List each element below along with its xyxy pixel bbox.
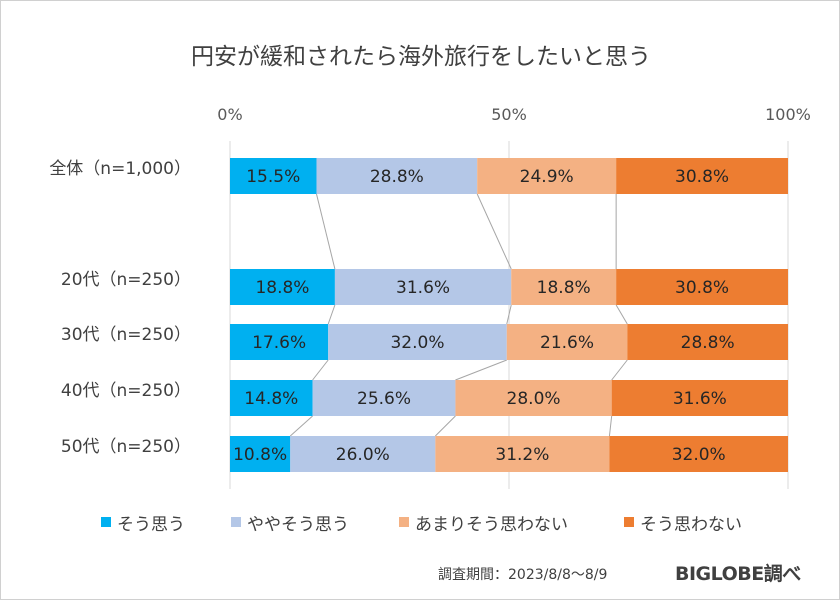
bars — [230, 158, 788, 472]
bar-segment — [616, 269, 788, 305]
legend-swatch — [624, 517, 634, 527]
data-label: 26.0% — [336, 445, 390, 465]
series-line — [615, 304, 628, 325]
data-label: 14.8% — [244, 389, 298, 409]
series-line — [327, 304, 336, 325]
x-tick-labels: 0% 50% 100% — [217, 105, 811, 124]
legend-item: そう思わない — [624, 510, 742, 535]
data-label: 28.8% — [370, 167, 424, 187]
category-label: 40代（n=250） — [61, 381, 191, 401]
series-line — [312, 359, 329, 381]
data-label: 21.6% — [540, 333, 594, 353]
legend-label: そう思う — [117, 514, 185, 535]
category-label: 全体（n=1,000） — [49, 159, 191, 179]
bar-segment — [627, 324, 788, 360]
data-label: 30.8% — [675, 167, 729, 187]
data-label: 30.8% — [675, 278, 729, 298]
series-line — [434, 415, 456, 437]
data-label: 31.2% — [495, 445, 549, 465]
legend-item: あまりそう思わない — [399, 510, 568, 535]
data-label: 28.8% — [681, 333, 735, 353]
x-tick-label: 100% — [765, 105, 811, 124]
data-label: 32.0% — [672, 445, 726, 465]
series-line — [506, 304, 512, 325]
data-label: 31.6% — [396, 278, 450, 298]
x-tick-label: 0% — [217, 105, 242, 124]
bar-segment — [230, 436, 291, 472]
category-label: 50代（n=250） — [61, 437, 191, 457]
legend-label: そう思わない — [640, 514, 742, 535]
bar-segment — [230, 269, 335, 305]
data-label: 25.6% — [357, 389, 411, 409]
data-label: 31.6% — [673, 389, 727, 409]
legend-swatch — [399, 517, 409, 527]
data-label: 32.0% — [390, 333, 444, 353]
bar-segment — [506, 324, 628, 360]
bar-segment — [455, 380, 612, 416]
bar-segment — [230, 158, 317, 194]
legend-label: ややそう思う — [247, 514, 349, 535]
bar-segment — [316, 158, 478, 194]
bar-segment — [616, 158, 788, 194]
bar-segment — [611, 380, 788, 416]
data-label: 15.5% — [246, 167, 300, 187]
bar-segment — [609, 436, 788, 472]
bar-segment — [511, 269, 617, 305]
series-line — [608, 415, 613, 437]
bar-segment — [328, 324, 507, 360]
series-line — [316, 193, 336, 270]
legend-swatch — [231, 517, 241, 527]
bar-segment — [312, 380, 456, 416]
data-label: 10.8% — [233, 445, 287, 465]
x-tick-label: 50% — [491, 105, 527, 124]
bar-segment — [230, 324, 329, 360]
data-label: 18.8% — [255, 278, 309, 298]
legend-swatch — [101, 517, 111, 527]
category-labels: 全体（n=1,000） 20代（n=250） 30代（n=250） 40代（n=250… — [49, 159, 191, 457]
legend-item: ややそう思う — [231, 510, 349, 535]
bar-segment — [334, 269, 512, 305]
category-label: 30代（n=250） — [61, 325, 191, 345]
survey-period: 調査期間：2023/8/8～8/9 — [438, 567, 608, 583]
data-label: 28.0% — [507, 389, 561, 409]
series-line — [611, 359, 628, 381]
bar-segment — [435, 436, 610, 472]
chart-title: 円安が緩和されたら海外旅行をしたいと思う — [191, 44, 651, 70]
data-label: 17.6% — [252, 333, 306, 353]
bar-segment — [230, 380, 313, 416]
data-label: 24.9% — [520, 167, 574, 187]
series-line — [476, 193, 512, 270]
bar-labels: 15.5% 28.8% 24.9% 30.8% 18.8% 31.6% 18.8% 30.8%… — [233, 167, 735, 465]
legend-item: そう思う — [101, 510, 185, 535]
data-label: 18.8% — [537, 278, 591, 298]
series-line — [289, 415, 313, 437]
legend-label: あまりそう思わない — [415, 514, 568, 535]
bar-segment — [290, 436, 436, 472]
bar-segment — [477, 158, 617, 194]
series-line — [455, 359, 507, 381]
brand-credit: BIGLOBE調べ — [675, 563, 801, 585]
series-lines — [289, 193, 628, 437]
category-label: 20代（n=250） — [61, 270, 191, 290]
